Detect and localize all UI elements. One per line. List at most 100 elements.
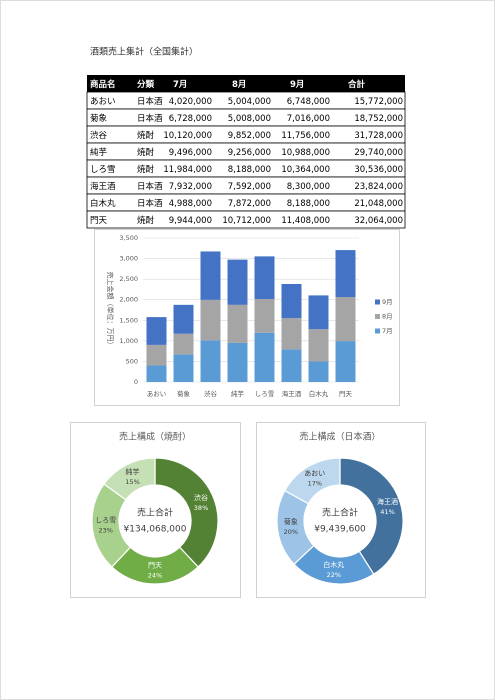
table-cell: 7,016,000 (287, 114, 330, 124)
donut-slice (339, 457, 404, 576)
x-tick-label: 純芋 (231, 389, 245, 398)
bar-segment (173, 354, 194, 382)
y-tick-label: 2,000 (119, 296, 138, 304)
table-header-row (87, 75, 405, 92)
bar-segment (146, 317, 167, 345)
legend-swatch (375, 299, 380, 305)
table-cell: 9,496,000 (169, 148, 212, 158)
table-cell: 18,752,000 (354, 114, 403, 124)
table-cell: 門天 (90, 216, 108, 226)
table-header: 9月 (290, 80, 304, 90)
table-cell: 5,004,000 (228, 97, 271, 107)
table-cell: 焼酎 (137, 130, 155, 141)
slice-label: 海王酒 (377, 497, 398, 506)
table-cell: しろ雪 (90, 165, 116, 175)
donut-center-label: 売上合計 (137, 507, 173, 519)
table-cell: 23,824,000 (354, 182, 403, 192)
table-cell: 4,020,000 (169, 97, 212, 107)
slice-label: しろ雪 (95, 517, 116, 525)
bar-segment (200, 251, 221, 300)
table-cell: 11,756,000 (281, 131, 330, 141)
donut-total: ¥134,068,000 (124, 525, 187, 535)
table-cell: 4,988,000 (169, 199, 212, 209)
table-header: 8月 (232, 80, 246, 90)
bar-segment (173, 304, 194, 334)
table-cell: 8,188,000 (228, 165, 271, 175)
table-cell: 30,536,000 (354, 165, 403, 175)
slice-label: 渋谷 (194, 493, 208, 502)
table-cell: 焼酎 (137, 164, 155, 175)
bar-segment (254, 256, 275, 300)
bar-segment (281, 318, 302, 350)
slice-label: 門天 (148, 562, 162, 570)
bar-segment (281, 349, 302, 382)
table-header: 合計 (347, 79, 366, 90)
table-cell: 11,984,000 (163, 165, 212, 175)
legend-label: 8月 (382, 313, 393, 321)
table-cell: 6,748,000 (287, 97, 330, 107)
bar-segment (308, 329, 329, 362)
table-cell: 7,932,000 (169, 182, 212, 192)
table-header: 7月 (173, 80, 187, 90)
table-cell: 32,064,000 (354, 216, 403, 226)
table-cell: 10,712,000 (222, 216, 271, 226)
donut-title: 売上構成（焼酎） (119, 431, 191, 443)
page-title: 酒類売上集計（全国集計） (90, 46, 198, 58)
table-cell: 日本酒 (137, 113, 163, 124)
x-tick-label: しろ雪 (255, 390, 275, 398)
table-cell: あおい (90, 97, 116, 107)
table-cell: 渋谷 (90, 130, 108, 141)
slice-value: 15% (125, 478, 139, 486)
table-cell: 11,408,000 (281, 216, 330, 226)
bar-segment (173, 333, 194, 355)
bar-segment (200, 299, 221, 341)
table-cell: 白木丸 (90, 198, 116, 209)
table-cell: 8,300,000 (287, 182, 330, 192)
bar-segment (308, 295, 329, 330)
table-cell: 9,852,000 (228, 131, 271, 141)
bar-segment (308, 361, 329, 382)
table-cell: 日本酒 (137, 198, 163, 209)
table-header: 商品名 (90, 79, 116, 90)
y-tick-label: 2,500 (119, 275, 138, 283)
bar-segment (200, 340, 221, 382)
bar-segment (335, 341, 356, 382)
x-tick-label: 白木丸 (309, 389, 329, 398)
slice-label: あおい (304, 469, 325, 477)
table-cell: 純芋 (90, 147, 108, 158)
table-cell: 9,944,000 (169, 216, 212, 226)
table-cell: 8,188,000 (287, 199, 330, 209)
slice-value: 41% (380, 508, 394, 516)
table-cell: 15,772,000 (354, 97, 403, 107)
slice-value: 38% (194, 504, 208, 512)
y-tick-label: 0 (134, 378, 138, 386)
x-tick-label: 菊象 (177, 389, 191, 398)
slice-value: 22% (327, 571, 341, 579)
bar-segment (146, 344, 167, 366)
table-cell: 日本酒 (137, 96, 163, 107)
table-row (86, 210, 406, 229)
slice-value: 23% (98, 527, 112, 535)
bar-segment (281, 283, 302, 319)
slice-label: 純芋 (126, 467, 140, 476)
donut-total: ¥9,439,600 (314, 525, 366, 535)
bar-segment (227, 259, 248, 305)
slice-value: 24% (148, 572, 162, 580)
y-tick-label: 500 (126, 357, 138, 365)
x-tick-label: 海王酒 (282, 389, 302, 398)
slice-value: 20% (284, 528, 298, 536)
table-cell: 7,872,000 (228, 199, 271, 209)
slice-label: 菊象 (284, 517, 298, 526)
bar-segment (227, 304, 248, 343)
y-tick-label: 3,500 (119, 234, 138, 242)
bar-segment (335, 250, 356, 298)
bar-segment (254, 332, 275, 382)
table-cell: 21,048,000 (354, 199, 403, 209)
table-cell: 焼酎 (137, 215, 155, 226)
y-tick-label: 1,000 (119, 337, 138, 345)
table-cell: 菊象 (90, 113, 108, 124)
legend-swatch (375, 314, 380, 319)
table-cell: 日本酒 (137, 181, 163, 192)
slice-label: 白木丸 (323, 560, 344, 569)
